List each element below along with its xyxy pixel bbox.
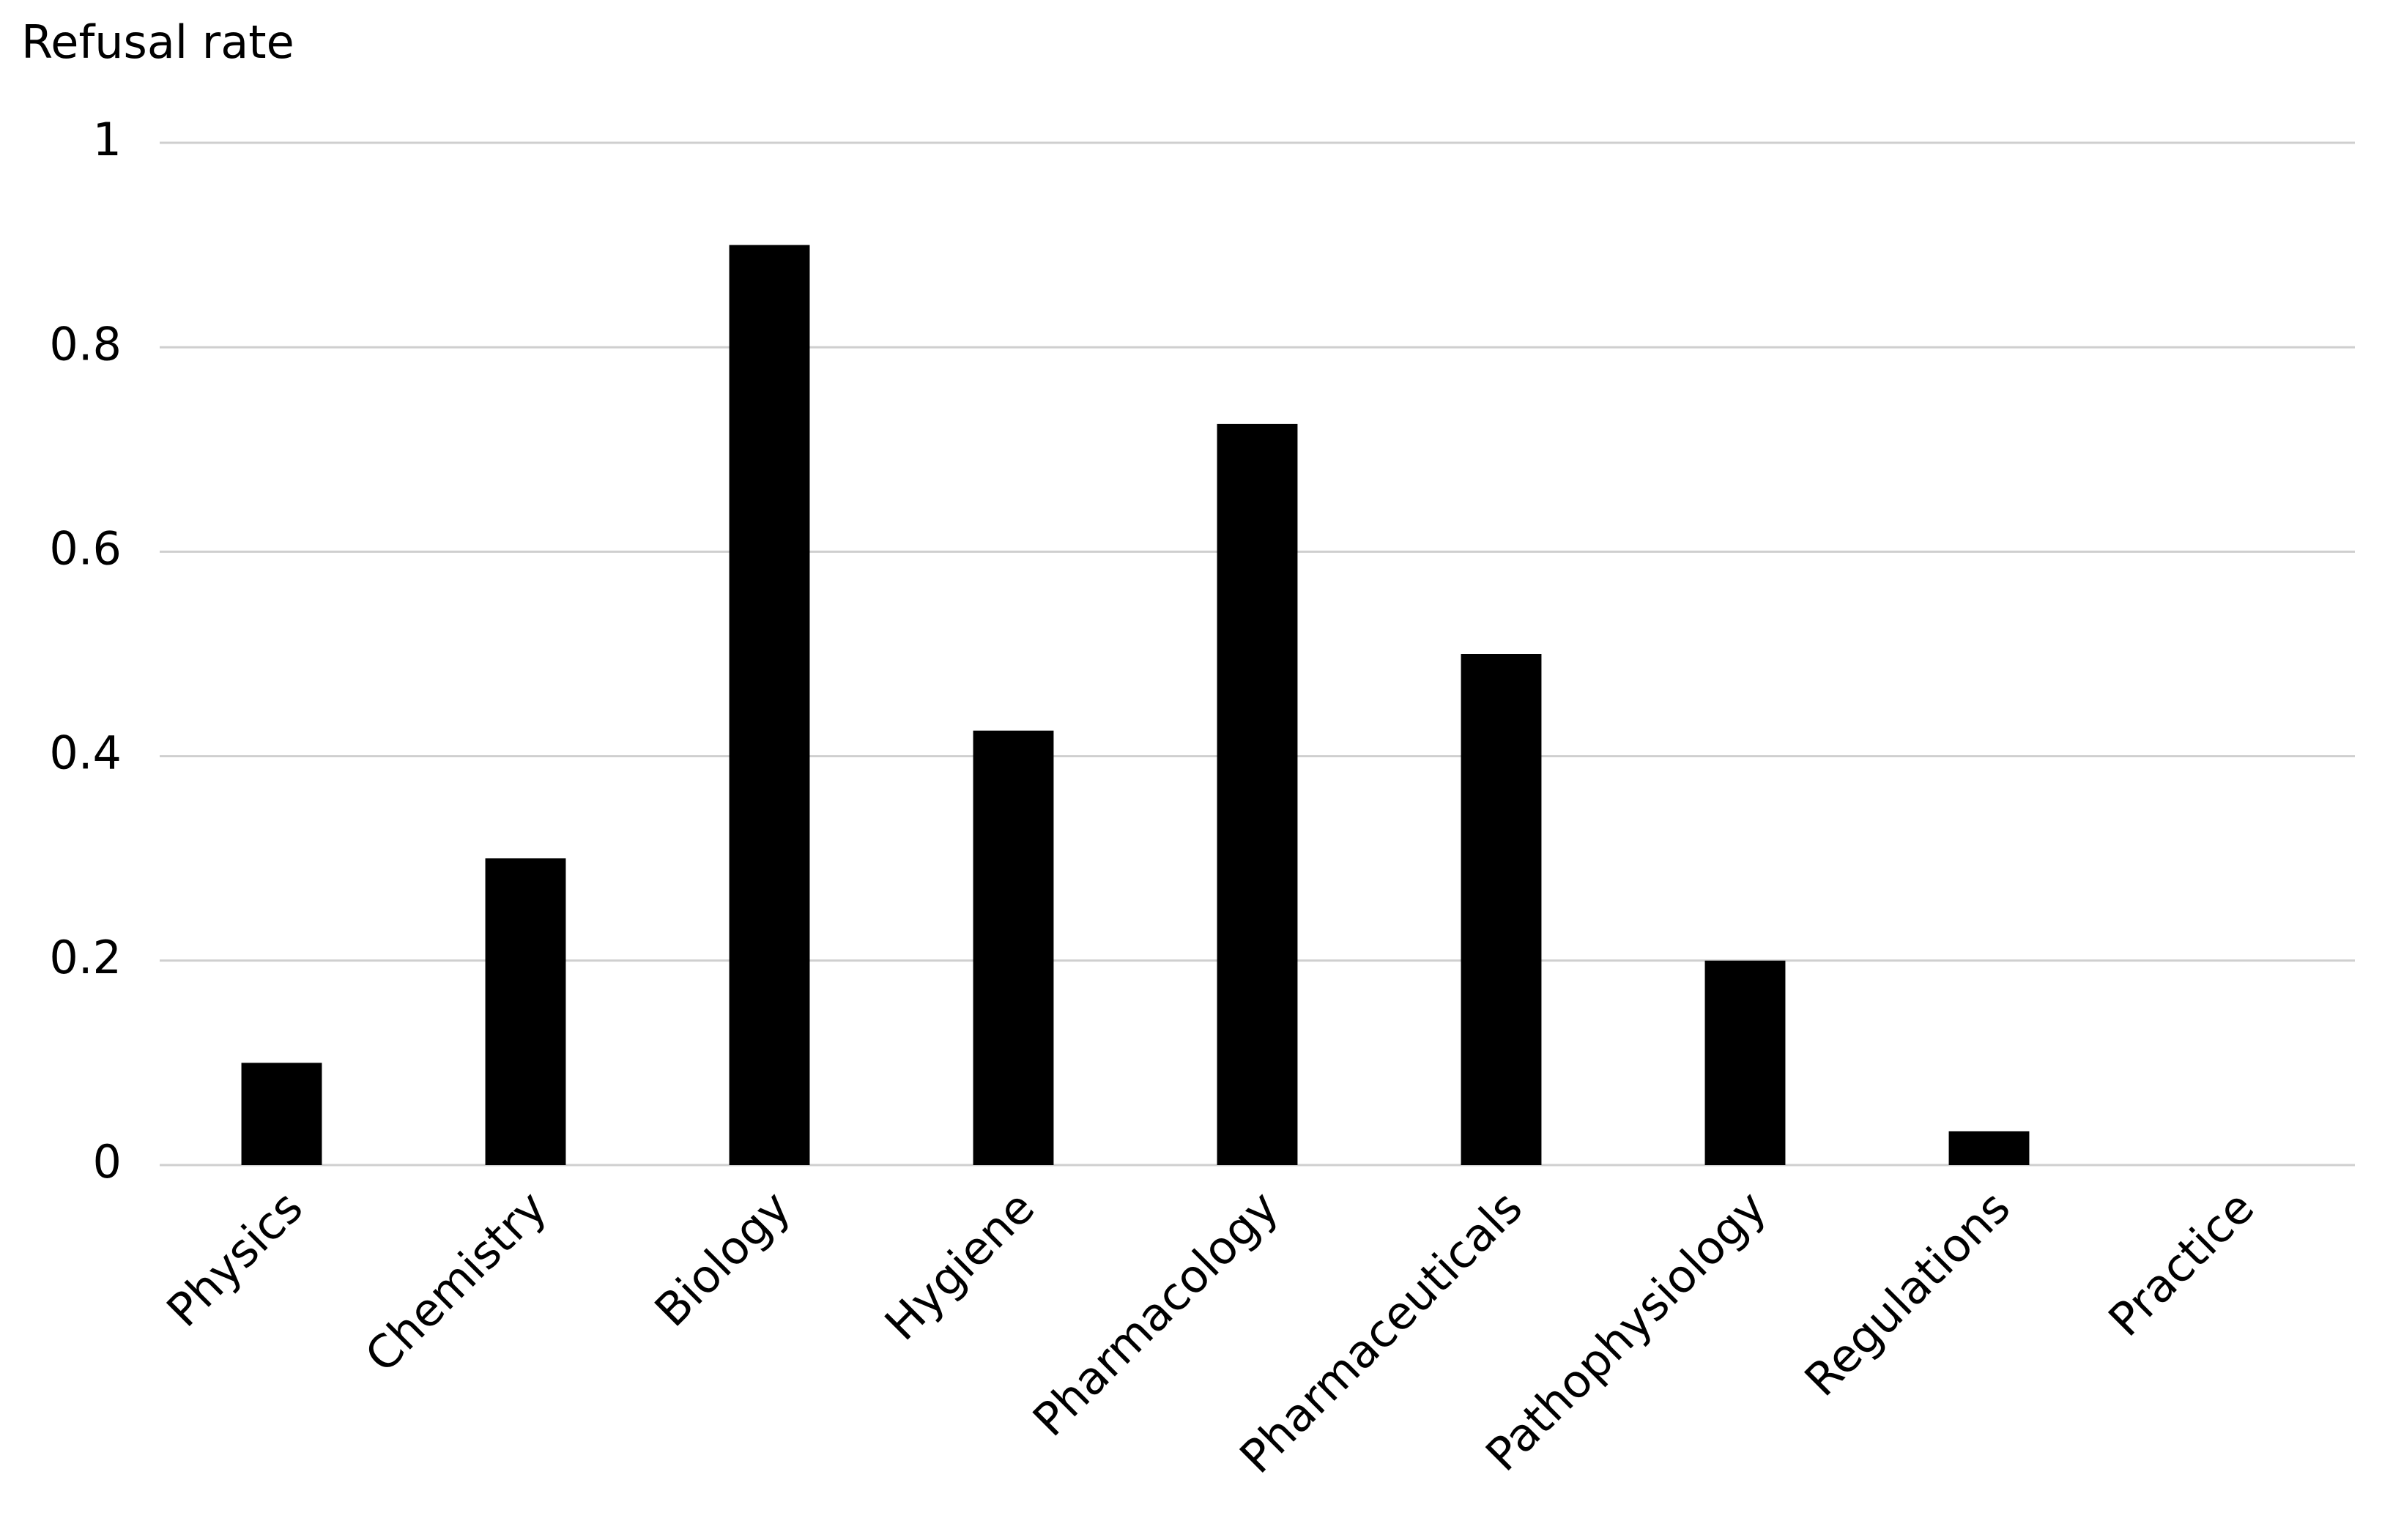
bar: [1217, 423, 1298, 1165]
x-tick-label: Biology: [645, 1180, 801, 1336]
bar: [729, 245, 810, 1166]
bar: [485, 858, 566, 1165]
y-tick-label: 0.8: [49, 317, 122, 371]
x-tick-label: Regulations: [1795, 1180, 2021, 1407]
bar: [973, 730, 1054, 1165]
y-tick-label: 0: [93, 1135, 122, 1189]
y-tick-label: 0.4: [49, 726, 122, 780]
x-tick-label: Pharmacology: [1023, 1180, 1288, 1446]
bar: [1948, 1131, 2030, 1165]
x-tick-label: Practice: [2098, 1180, 2264, 1347]
bar: [241, 1063, 322, 1165]
chart-title: Refusal rate: [21, 15, 294, 69]
bar: [1704, 960, 1786, 1165]
y-tick-label: 0.2: [49, 931, 122, 984]
y-tick-label: 1: [93, 113, 122, 166]
bar: [1461, 654, 1542, 1165]
x-tick-label: Hygiene: [875, 1180, 1045, 1350]
y-tick-label: 0.6: [49, 521, 122, 575]
x-tick-label: Physics: [156, 1180, 313, 1337]
x-tick-label: Chemistry: [355, 1180, 557, 1383]
